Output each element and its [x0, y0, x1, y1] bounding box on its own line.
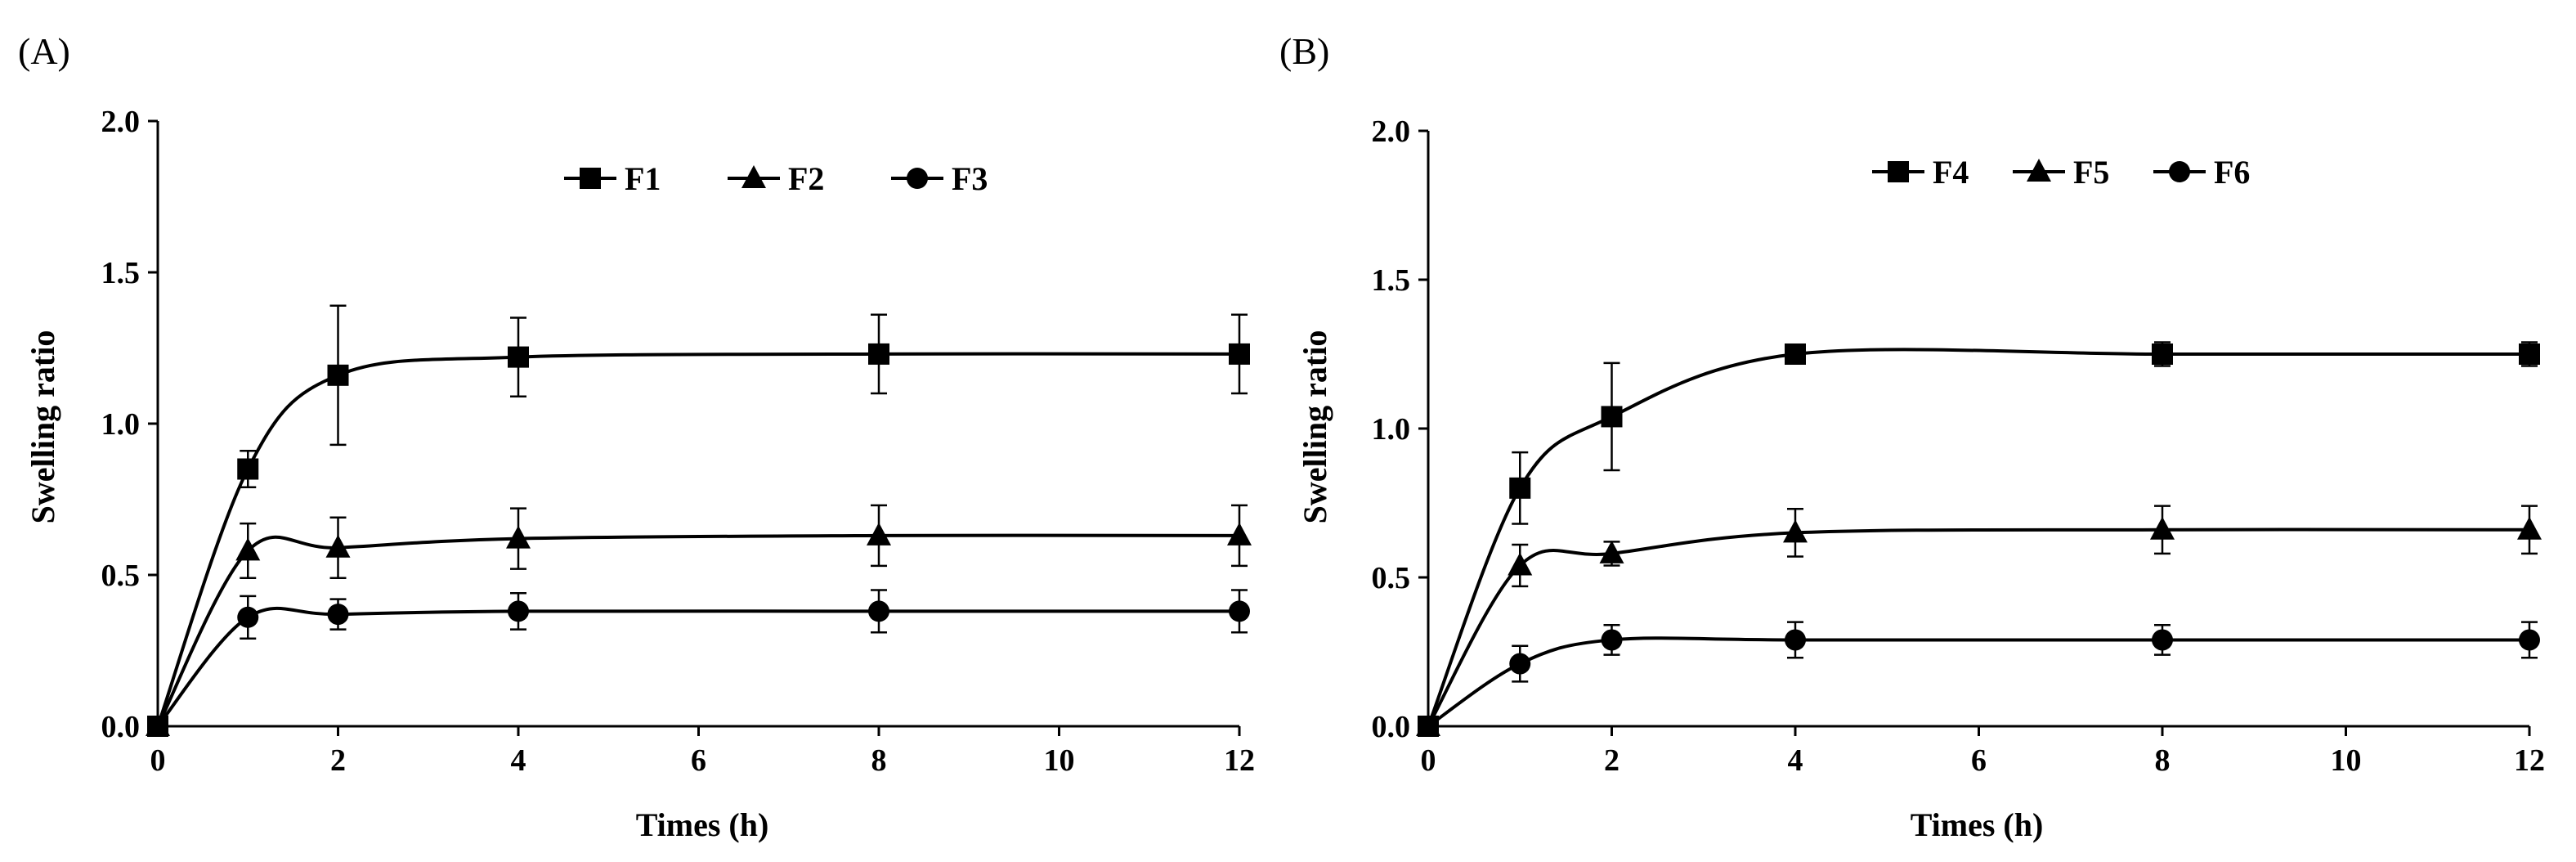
legend-marker-F5 — [2027, 159, 2051, 182]
series-F2 — [146, 504, 1252, 736]
data-point-F6 — [1509, 653, 1531, 675]
data-point-F4 — [1509, 477, 1531, 499]
x-tick-label: 8 — [2155, 743, 2171, 778]
data-point-F6 — [1418, 716, 1439, 737]
legend-label-F2: F2 — [788, 160, 824, 197]
data-point-F2 — [235, 537, 261, 561]
data-point-F6 — [2519, 629, 2540, 651]
panel-label-a: (A) — [18, 30, 70, 72]
series-line-F1 — [156, 352, 1240, 727]
y-tick-label: 0.0 — [101, 710, 141, 744]
y-tick-label: 0.0 — [1372, 710, 1411, 744]
x-tick-label: 0 — [1421, 743, 1436, 778]
series-line-F2 — [156, 533, 1240, 727]
legend-label-F4: F4 — [1933, 154, 1969, 191]
x-tick-label: 4 — [1788, 743, 1803, 778]
x-tick-label: 2 — [1604, 743, 1620, 778]
y-tick-label: 1.0 — [1372, 412, 1411, 447]
legend-label-F3: F3 — [952, 160, 988, 197]
series-F1 — [147, 304, 1250, 737]
data-point-F5 — [2150, 516, 2175, 540]
legend-entry-F1: F1 — [564, 160, 661, 197]
series-F3 — [147, 589, 1250, 737]
series-line-F5 — [1427, 528, 2530, 727]
chart-panel-a: (A) Swelling ratio Times (h) 0.0 0.5 1.0 1.… — [18, 30, 1255, 843]
data-point-F5 — [1508, 552, 1533, 576]
y-axis-title-a: Swelling ratio — [25, 330, 61, 524]
x-tick-label: 12 — [2514, 743, 2545, 778]
legend-entry-F2: F2 — [728, 160, 824, 197]
data-point-F3 — [237, 606, 259, 628]
panel-label-b: (B) — [1279, 30, 1329, 72]
data-point-F5 — [2517, 516, 2542, 540]
data-point-F4 — [2519, 343, 2540, 365]
x-tick-label: 6 — [691, 743, 706, 778]
y-tick-label: 0.5 — [1372, 561, 1411, 595]
data-point-F1 — [868, 343, 889, 365]
x-tick-label: 8 — [871, 743, 887, 778]
legend-marker-F3 — [907, 168, 928, 189]
data-point-F5 — [1599, 540, 1624, 563]
data-point-F3 — [508, 600, 529, 622]
data-point-F3 — [327, 604, 349, 626]
x-axis-title-a: Times (h) — [636, 806, 769, 843]
data-point-F5 — [1783, 519, 1808, 543]
y-tick-label: 1.0 — [101, 407, 141, 442]
x-axis-title-b: Times (h) — [1911, 806, 2044, 843]
y-tick-label: 1.5 — [1372, 263, 1411, 298]
data-point-F4 — [1785, 343, 1806, 365]
data-point-F6 — [2152, 629, 2173, 651]
series-F4 — [1418, 341, 2540, 737]
data-point-F2 — [506, 525, 531, 549]
y-tick-label: 1.5 — [101, 256, 141, 290]
y-tick-label: 0.5 — [101, 559, 141, 593]
data-point-F3 — [1229, 600, 1250, 622]
plot-area-b: 0.0 0.5 1.0 1.5 2.0 0 2 4 6 8 10 12 F4 F5 F6 — [1372, 114, 2546, 778]
series-F6 — [1418, 621, 2540, 737]
x-tick-label: 4 — [511, 743, 526, 778]
legend-marker-F2 — [741, 165, 766, 188]
x-tick-label: 12 — [1224, 743, 1255, 778]
legend-marker-F1 — [580, 168, 601, 189]
plot-area-a: 0.0 0.5 1.0 1.5 2.0 0 2 4 6 8 10 12 F1 F2 F3 — [101, 105, 1256, 778]
legend-label-F5: F5 — [2073, 154, 2109, 191]
legend-label-F1: F1 — [625, 160, 661, 197]
data-point-F2 — [1227, 522, 1252, 545]
data-point-F6 — [1601, 629, 1623, 651]
y-axis-title-b: Swelling ratio — [1297, 330, 1333, 524]
data-point-F3 — [147, 716, 168, 737]
data-point-F2 — [325, 534, 351, 558]
y-tick-label: 2.0 — [1372, 114, 1411, 149]
data-point-F1 — [1229, 343, 1250, 365]
legend-entry-F5: F5 — [2013, 154, 2109, 191]
legend-entry-F4: F4 — [1872, 154, 1969, 191]
series-line-F4 — [1427, 348, 2529, 727]
x-tick-label: 10 — [1044, 743, 1075, 778]
series-line-F6 — [1427, 636, 2529, 728]
x-tick-label: 10 — [2331, 743, 2362, 778]
x-tick-label: 2 — [330, 743, 346, 778]
x-tick-label: 6 — [1971, 743, 1987, 778]
series-F5 — [1416, 505, 2542, 736]
data-point-F1 — [327, 364, 349, 386]
x-tick-label: 0 — [150, 743, 166, 778]
data-point-F6 — [1785, 629, 1806, 651]
data-point-F1 — [508, 346, 529, 368]
y-tick-label: 2.0 — [101, 105, 141, 139]
data-point-F4 — [1601, 406, 1623, 428]
chart-panel-b: (B) Swelling ratio Times (h) 0.0 0.5 1.0 1.… — [1279, 30, 2545, 843]
legend-marker-F4 — [1888, 161, 1909, 182]
data-point-F1 — [237, 458, 259, 480]
series-line-F3 — [156, 606, 1239, 728]
data-point-F3 — [868, 600, 889, 622]
data-point-F2 — [867, 522, 891, 545]
data-point-F4 — [2152, 343, 2173, 365]
legend-marker-F6 — [2169, 161, 2190, 182]
legend-entry-F6: F6 — [2153, 154, 2250, 191]
legend-entry-F3: F3 — [891, 160, 988, 197]
legend-label-F6: F6 — [2214, 154, 2250, 191]
